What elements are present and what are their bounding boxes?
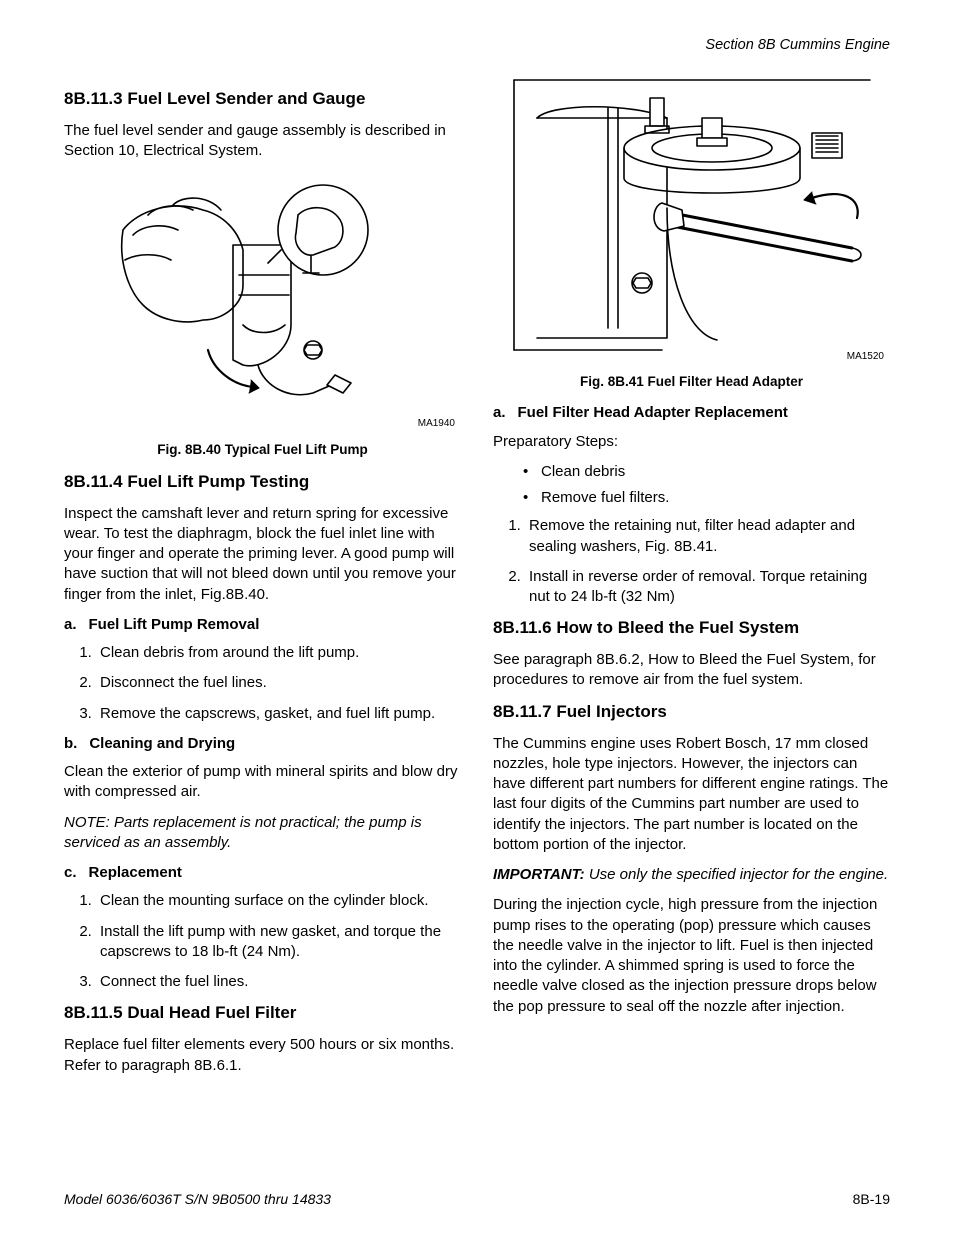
list-adapter-steps: Remove the retaining nut, filter head ad… xyxy=(493,516,890,607)
footer-model: Model 6036/6036T S/N 9B0500 thru 14833 xyxy=(64,1190,331,1209)
figure-code-40: MA1940 xyxy=(64,417,461,431)
sub-letter: a. xyxy=(493,404,506,421)
para-8b-11-6: See paragraph 8B.6.2, How to Bleed the F… xyxy=(493,650,890,691)
figure-8b-41: MA1520 xyxy=(493,78,890,364)
sub-title: Fuel Lift Pump Removal xyxy=(89,616,260,633)
figure-code-41: MA1520 xyxy=(493,350,890,364)
para-8b-11-7b: During the injection cycle, high pressur… xyxy=(493,895,890,1017)
para-prep: Preparatory Steps: xyxy=(493,432,890,452)
important-label: IMPORTANT: xyxy=(493,866,585,883)
list-item: Remove fuel filters. xyxy=(541,488,890,508)
subhead-a-adapter: a. Fuel Filter Head Adapter Replacement xyxy=(493,403,890,423)
sub-title: Cleaning and Drying xyxy=(89,735,235,752)
heading-8b-11-5: 8B.11.5 Dual Head Fuel Filter xyxy=(64,1002,461,1025)
list-removal: Clean debris from around the lift pump. … xyxy=(64,643,461,724)
list-item: Clean debris from around the lift pump. xyxy=(96,643,461,663)
page-footer: Model 6036/6036T S/N 9B0500 thru 14833 8… xyxy=(64,1190,890,1209)
figure-caption-41: Fig. 8B.41 Fuel Filter Head Adapter xyxy=(493,373,890,391)
footer-page: 8B-19 xyxy=(853,1190,890,1209)
list-item: Connect the fuel lines. xyxy=(96,972,461,992)
heading-8b-11-3: 8B.11.3 Fuel Level Sender and Gauge xyxy=(64,88,461,111)
sub-title: Replacement xyxy=(89,864,182,881)
para-8b-11-7a: The Cummins engine uses Robert Bosch, 17… xyxy=(493,734,890,856)
list-item: Remove the capscrews, gasket, and fuel l… xyxy=(96,704,461,724)
section-header: Section 8B Cummins Engine xyxy=(64,36,890,56)
para-8b-11-5: Replace fuel filter elements every 500 h… xyxy=(64,1035,461,1076)
list-item: Clean debris xyxy=(541,462,890,482)
important-text: Use only the specified injector for the … xyxy=(585,866,889,883)
right-column: MA1520 Fig. 8B.41 Fuel Filter Head Adapt… xyxy=(493,78,890,1086)
list-item: Remove the retaining nut, filter head ad… xyxy=(525,516,890,557)
para-8b-11-3: The fuel level sender and gauge assembly… xyxy=(64,121,461,162)
heading-8b-11-7: 8B.11.7 Fuel Injectors xyxy=(493,701,890,724)
note-replacement: NOTE: Parts replacement is not practical… xyxy=(64,813,461,854)
sub-letter: c. xyxy=(64,864,77,881)
subhead-c-replacement: c. Replacement xyxy=(64,863,461,883)
figure-8b-40: MA1940 xyxy=(64,175,461,431)
para-8b-11-4: Inspect the camshaft lever and return sp… xyxy=(64,504,461,605)
list-item: Install the lift pump with new gasket, a… xyxy=(96,922,461,963)
para-cleaning: Clean the exterior of pump with mineral … xyxy=(64,762,461,803)
fuel-lift-pump-illustration xyxy=(113,175,413,425)
subhead-b-cleaning: b. Cleaning and Drying xyxy=(64,734,461,754)
prep-list: Clean debris Remove fuel filters. xyxy=(493,462,890,509)
two-column-layout: 8B.11.3 Fuel Level Sender and Gauge The … xyxy=(64,78,890,1086)
list-item: Clean the mounting surface on the cylind… xyxy=(96,891,461,911)
sub-letter: a. xyxy=(64,616,77,633)
sub-title: Fuel Filter Head Adapter Replacement xyxy=(518,404,788,421)
subhead-a-removal: a. Fuel Lift Pump Removal xyxy=(64,615,461,635)
important-note: IMPORTANT: Use only the specified inject… xyxy=(493,865,890,885)
left-column: 8B.11.3 Fuel Level Sender and Gauge The … xyxy=(64,78,461,1086)
heading-8b-11-4: 8B.11.4 Fuel Lift Pump Testing xyxy=(64,471,461,494)
figure-caption-40: Fig. 8B.40 Typical Fuel Lift Pump xyxy=(64,441,461,459)
list-item: Install in reverse order of removal. Tor… xyxy=(525,567,890,608)
list-replacement: Clean the mounting surface on the cylind… xyxy=(64,891,461,992)
list-item: Disconnect the fuel lines. xyxy=(96,673,461,693)
sub-letter: b. xyxy=(64,735,77,752)
filter-head-adapter-illustration xyxy=(512,78,872,358)
heading-8b-11-6: 8B.11.6 How to Bleed the Fuel System xyxy=(493,617,890,640)
